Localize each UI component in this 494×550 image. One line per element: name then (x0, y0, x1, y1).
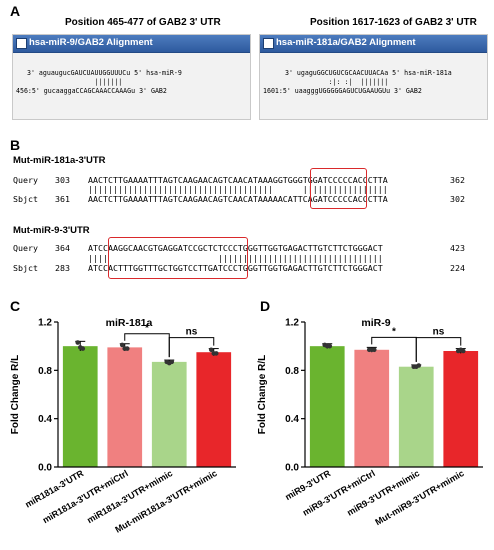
bar-4 (196, 352, 232, 467)
y-axis-label: Fold Change R/L (10, 355, 21, 434)
mut9-query-end: 423 (450, 243, 465, 253)
significance-bracket-2 (168, 337, 215, 358)
y-tick-label-2: 0.8 (285, 366, 299, 377)
mir181a-alignment-line-1: 3' ugaguGGCUGUCGCAACUUACAa 5' hsa-miR-18… (285, 69, 452, 77)
data-point-4-3 (213, 351, 219, 356)
y-axis-label: Fold Change R/L (257, 355, 268, 434)
mut181-match-line: ||||||||||||||||||||||||||||||||||||| ||… (88, 184, 388, 194)
data-point-2-3 (124, 346, 130, 351)
data-point-2-3 (371, 347, 377, 353)
bar-3 (398, 366, 434, 467)
mir9-alignment-line-2: ||||||| (27, 78, 123, 86)
significance-label-1: * (145, 323, 149, 334)
bar-1 (62, 346, 98, 467)
data-point-4-1 (208, 347, 214, 353)
mut9-match-line: |||| ||||||||||||||||||||||||||||||||| (88, 253, 383, 263)
y-tick-label-3: 1.2 (285, 318, 299, 329)
panel-label-d: D (260, 298, 271, 314)
mut9-title: Mut-miR-9-3'UTR (13, 225, 90, 236)
mir181a-alignment-title: hsa-miR-181a/GAB2 Alignment (276, 37, 416, 48)
alignment-window-icon (16, 38, 27, 49)
mir9-alignment-box: hsa-miR-9/GAB2 Alignment 3' aguaugucGAUC… (12, 34, 251, 120)
mir181a-alignment-line-2: :|: :| ||||||| (285, 78, 389, 86)
mir9-alignment-line-1: 3' aguaugucGAUCUAUUGGUUUCu 5' hsa-miR-9 (27, 69, 182, 77)
mut181-sbjct-end: 302 (450, 194, 465, 204)
mut181-query-label: Query (13, 175, 38, 185)
data-point-1-3 (327, 343, 333, 349)
significance-label-1: * (392, 326, 396, 337)
data-point-1-3 (80, 346, 86, 351)
mir9-alignment-title: hsa-miR-9/GAB2 Alignment (29, 37, 153, 48)
category-label-2: miR9-3'UTR+miCtrl (301, 468, 377, 518)
right-position-title: Position 1617-1623 of GAB2 3' UTR (310, 17, 477, 28)
panel-label-b: B (10, 137, 21, 153)
mut181-query-end: 362 (450, 175, 465, 185)
alignment-window-icon (263, 38, 274, 49)
y-tick-label-0: 0.0 (38, 463, 52, 474)
mut9-sbjct-start: 283 (55, 263, 70, 273)
data-point-3-3 (169, 359, 175, 365)
data-point-4-3 (460, 348, 466, 354)
mir181a-alignment-line-3: 1601:5' uaagggUGGGGGAGUCUGAAUGUu 3' GAB2 (263, 87, 422, 95)
mir9-alignment-line-3: 456:5' gucaaggaCCAGCAAACCAAAGu 3' GAB2 (16, 87, 167, 95)
significance-label-2: ns (186, 327, 198, 338)
bar-3 (151, 361, 187, 467)
mut9-query-start: 364 (55, 243, 70, 253)
mut9-sbjct-label: Sbjct (13, 263, 38, 273)
mut9-mutation-highlight (108, 237, 248, 279)
bar-2 (354, 349, 390, 467)
bar-4 (443, 351, 479, 467)
data-point-2-1 (119, 342, 125, 348)
chart-title: miR-9 (361, 317, 390, 329)
y-tick-label-1: 0.4 (285, 414, 299, 425)
mir181a-alignment-header: hsa-miR-181a/GAB2 Alignment (260, 35, 487, 53)
panel-label-c: C (10, 298, 21, 314)
bar-2 (107, 347, 143, 467)
mut181-sbjct-seq: AACTCTTGAAAATTTAGTCAAGAACAGTCAACATAAAAAC… (88, 194, 388, 204)
y-tick-label-3: 1.2 (38, 318, 52, 329)
significance-bracket-2 (415, 337, 462, 362)
mut181-query-seq: AACTCTTGAAAATTTAGTCAAGAACAGTCAACATAAAGGT… (88, 175, 388, 185)
y-tick-label-1: 0.4 (38, 414, 52, 425)
mut181-query-start: 303 (55, 175, 70, 185)
data-point-3-3 (416, 363, 422, 368)
mut181-sbjct-label: Sbjct (13, 194, 38, 204)
mir181a-alignment-box: hsa-miR-181a/GAB2 Alignment 3' ugaguGGCU… (259, 34, 488, 120)
bar-1 (309, 346, 345, 467)
left-position-title: Position 465-477 of GAB2 3' UTR (65, 17, 221, 28)
mut9-sbjct-seq: ATCCACTTTGGTTTGCTGGTCCTTGATCCCTGGGTTGGTG… (88, 263, 383, 273)
significance-label-2: ns (433, 327, 445, 338)
mir9-alignment-header: hsa-miR-9/GAB2 Alignment (13, 35, 250, 53)
category-label-3: miR9-3'UTR+mimic (345, 468, 421, 518)
y-tick-label-2: 0.8 (38, 366, 52, 377)
chart-title: miR-181a (106, 317, 153, 329)
mut9-query-seq: ATCCAAGGCAACGTGAGGATCCGCTCTCCCTGGGTTGGTG… (88, 243, 383, 253)
data-point-1-1 (75, 340, 81, 345)
mut9-query-label: Query (13, 243, 38, 253)
mut181-sbjct-start: 361 (55, 194, 70, 204)
mut9-sbjct-end: 224 (450, 263, 465, 273)
mir9-fold-change-chart: 0.0 0.4 0.8 1.2 Fold Change R/L miR-9* ns miR9-… (257, 317, 483, 527)
mut181-mutation-highlight (310, 168, 367, 209)
panel-label-a: A (10, 3, 21, 19)
y-tick-label-0: 0.0 (285, 463, 299, 474)
mut181-title: Mut-miR-181a-3'UTR (13, 155, 106, 166)
